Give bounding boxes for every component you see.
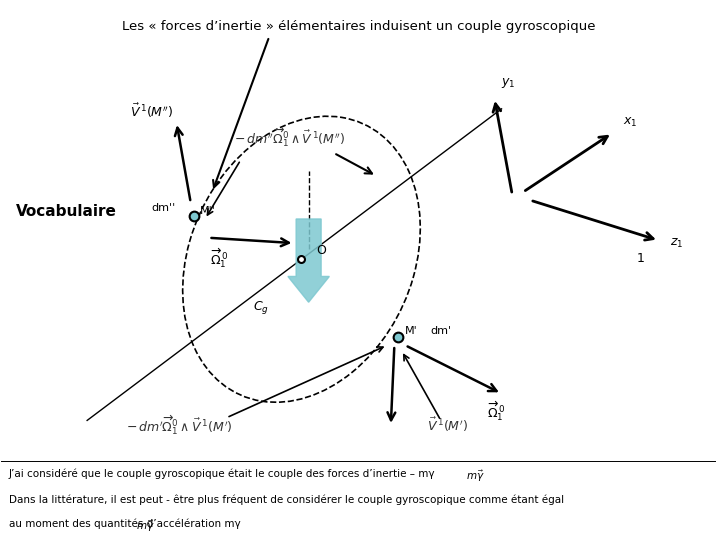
Text: $C_g$: $C_g$	[253, 299, 269, 316]
Text: J’ai considéré que le couple gyroscopique était le couple des forces d’inertie –: J’ai considéré que le couple gyroscopiqu…	[9, 469, 435, 480]
Text: dm': dm'	[430, 327, 451, 336]
Text: $\overrightarrow{\Omega}_1^{\,0}$: $\overrightarrow{\Omega}_1^{\,0}$	[487, 400, 505, 423]
Text: $\vec{V}^{\,1}(M^{\prime\prime})$: $\vec{V}^{\,1}(M^{\prime\prime})$	[130, 102, 174, 120]
Text: $m\vec{\gamma}$: $m\vec{\gamma}$	[466, 469, 485, 484]
Text: $y_1$: $y_1$	[501, 76, 516, 90]
Text: M': M'	[405, 327, 418, 336]
Text: $m\vec{\gamma}$: $m\vec{\gamma}$	[135, 518, 154, 534]
Text: Dans la littérature, il est peut - être plus fréquent de considérer le couple gy: Dans la littérature, il est peut - être …	[9, 495, 564, 505]
Text: $z_1$: $z_1$	[670, 237, 683, 250]
Text: $\overrightarrow{\Omega}_1^{\,0}$: $\overrightarrow{\Omega}_1^{\,0}$	[210, 246, 228, 270]
Text: $-\,dm^{\prime}\overrightarrow{\Omega}_1^0 \wedge \vec{V}^{\,1}(M^{\prime})$: $-\,dm^{\prime}\overrightarrow{\Omega}_1…	[127, 413, 233, 437]
Text: $-\,dm^{\prime\prime}\overrightarrow{\Omega}_1^0 \wedge \vec{V}^{\,1}(M^{\prime\: $-\,dm^{\prime\prime}\overrightarrow{\Om…	[233, 126, 345, 149]
Text: Les « forces d’inertie » élémentaires induisent un couple gyroscopique: Les « forces d’inertie » élémentaires in…	[122, 20, 595, 33]
Text: dm'': dm''	[151, 203, 176, 213]
Text: au moment des quantités d’accélération mγ: au moment des quantités d’accélération m…	[9, 518, 240, 529]
FancyArrow shape	[288, 219, 329, 302]
Text: M'': M''	[200, 206, 216, 215]
Text: Vocabulaire: Vocabulaire	[16, 204, 117, 219]
Text: $x_1$: $x_1$	[623, 116, 637, 129]
Text: 1: 1	[637, 252, 645, 265]
Text: $\vec{V}^{\,1}(M^{\prime})$: $\vec{V}^{\,1}(M^{\prime})$	[426, 416, 467, 434]
Text: O: O	[316, 244, 325, 257]
